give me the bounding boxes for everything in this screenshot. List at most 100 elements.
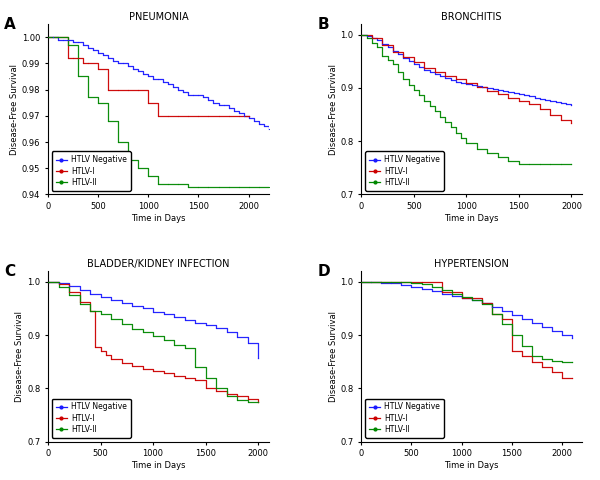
Point: [377, 279, 386, 287]
Point: [264, 183, 274, 191]
Legend: HTLV Negative, HTLV-I, HTLV-II: HTLV Negative, HTLV-I, HTLV-II: [365, 398, 444, 438]
Point: [96, 347, 106, 355]
Point: [487, 303, 497, 311]
Point: [377, 40, 387, 48]
Point: [437, 290, 446, 298]
Point: [497, 307, 506, 315]
Point: [154, 112, 163, 120]
Point: [232, 393, 242, 400]
Point: [447, 292, 457, 300]
Point: [79, 60, 88, 67]
Point: [253, 354, 263, 362]
Point: [477, 299, 487, 307]
Point: [244, 112, 253, 120]
Point: [179, 88, 188, 96]
Point: [547, 327, 557, 335]
Point: [103, 86, 113, 94]
Point: [430, 70, 440, 78]
Point: [43, 33, 53, 41]
Point: [133, 164, 143, 172]
Point: [397, 278, 406, 286]
Point: [254, 120, 263, 128]
Point: [127, 325, 137, 333]
Point: [388, 47, 398, 54]
Point: [419, 66, 429, 73]
Point: [517, 342, 527, 349]
Point: [562, 100, 571, 108]
Point: [190, 319, 200, 327]
Point: [214, 101, 223, 109]
Point: [514, 90, 524, 98]
Point: [493, 90, 503, 98]
Point: [566, 119, 576, 126]
Point: [394, 50, 403, 58]
Point: [199, 94, 208, 101]
Point: [417, 281, 427, 288]
Point: [244, 115, 253, 122]
Point: [356, 278, 366, 286]
Point: [566, 160, 576, 168]
Point: [437, 288, 446, 296]
Point: [417, 278, 427, 286]
Point: [159, 336, 169, 344]
Point: [567, 358, 577, 366]
Point: [362, 35, 371, 42]
Point: [430, 68, 440, 76]
Title: BLADDER/KIDNEY INFECTION: BLADDER/KIDNEY INFECTION: [87, 259, 230, 269]
Text: C: C: [4, 264, 15, 279]
Point: [188, 91, 198, 99]
Point: [415, 63, 424, 71]
Point: [138, 329, 148, 336]
Point: [109, 57, 118, 64]
Point: [425, 102, 434, 110]
Point: [138, 305, 148, 312]
Point: [430, 108, 440, 115]
Point: [503, 157, 513, 165]
Point: [234, 183, 244, 191]
Point: [201, 322, 211, 329]
Point: [73, 54, 83, 62]
Point: [211, 324, 221, 332]
Point: [556, 160, 566, 168]
Point: [409, 86, 419, 94]
Point: [397, 281, 406, 289]
Point: [398, 54, 408, 62]
Point: [437, 286, 446, 294]
Point: [517, 352, 527, 360]
Point: [211, 384, 221, 392]
Point: [79, 41, 88, 49]
Point: [169, 341, 179, 348]
Point: [394, 68, 403, 76]
Point: [461, 140, 471, 147]
Point: [527, 358, 536, 366]
Point: [83, 94, 93, 101]
Point: [356, 278, 366, 286]
Point: [194, 183, 203, 191]
Point: [567, 334, 577, 342]
Point: [184, 112, 193, 120]
Point: [419, 64, 429, 72]
Point: [253, 398, 263, 406]
Y-axis label: Disease-Free Survival: Disease-Free Survival: [10, 64, 19, 155]
Point: [75, 298, 85, 306]
Point: [148, 368, 158, 375]
Point: [128, 65, 138, 72]
Point: [101, 351, 110, 359]
Point: [472, 145, 482, 153]
Point: [377, 278, 386, 286]
Point: [113, 138, 123, 146]
Point: [557, 374, 567, 382]
Point: [43, 278, 53, 286]
Point: [507, 312, 517, 319]
Point: [88, 47, 98, 54]
Point: [85, 290, 95, 298]
Point: [545, 111, 555, 119]
Point: [143, 172, 153, 180]
Title: PNEUMONIA: PNEUMONIA: [128, 12, 188, 22]
Point: [148, 332, 158, 340]
Point: [127, 362, 137, 370]
Point: [356, 31, 366, 38]
Point: [451, 129, 461, 136]
Point: [377, 278, 386, 286]
Point: [514, 97, 524, 105]
